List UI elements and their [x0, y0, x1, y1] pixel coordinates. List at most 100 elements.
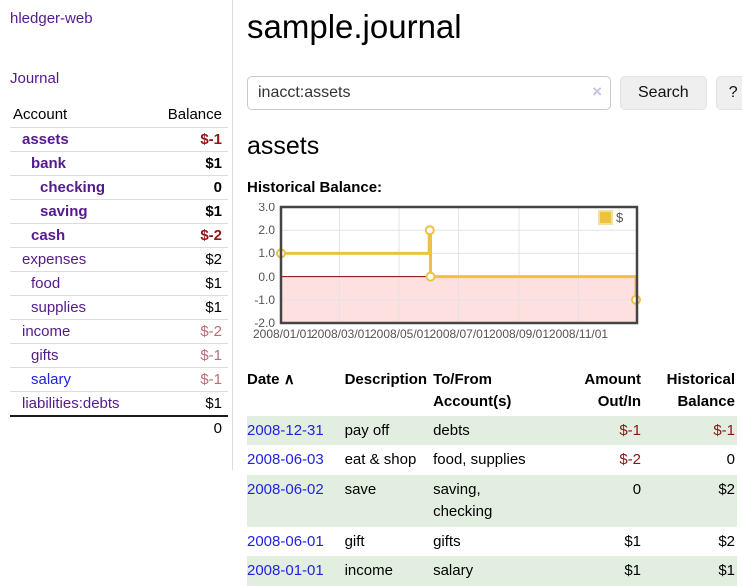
table-row: cash $-2 [10, 223, 228, 248]
transaction-accounts: debts [433, 421, 470, 439]
register-header-date: Date ∧ [247, 371, 295, 388]
table-row: 2008-12-31 pay off debts $-1 $-1 [247, 415, 737, 446]
svg-text:2008/09/01: 2008/09/01 [489, 327, 549, 341]
transaction-accounts: food, supplies [433, 451, 526, 469]
table-row: supplies $1 [10, 295, 228, 320]
table-row: 2008-06-03 eat & shop food, supplies $-2… [247, 445, 737, 475]
account-balance: 0 [148, 175, 228, 200]
transaction-accounts: saving, checking [433, 481, 493, 520]
sidebar-account-salary[interactable]: salary [31, 371, 72, 388]
transaction-date-link[interactable]: 2008-06-03 [247, 451, 324, 469]
transaction-amount: $-2 [619, 451, 642, 469]
table-row: expenses $2 [10, 247, 228, 272]
sidebar-item-journal[interactable]: Journal [10, 70, 60, 87]
chart-border [279, 205, 639, 325]
register-header-row: Date ∧ Description To/From Account(s) Am… [247, 366, 737, 416]
transaction-description: income [344, 562, 393, 580]
transaction-accounts: gifts [433, 532, 461, 550]
register-header-accounts: To/From Account(s) [433, 371, 512, 410]
clear-search-icon[interactable]: × [592, 82, 602, 101]
transaction-balance: $2 [718, 532, 735, 550]
balance-chart: $ 3.0 2.0 1.0 0.0 -1.0 -2.0 2008/01/01 2… [253, 200, 641, 341]
svg-text:-1.0: -1.0 [254, 293, 275, 307]
account-balance: $1 [148, 151, 228, 176]
svg-text:2008/07/01: 2008/07/01 [429, 327, 489, 341]
register-header-balance: Historical Balance [666, 371, 735, 410]
register-table: Date ∧ Description To/From Account(s) Am… [247, 366, 737, 586]
svg-text:-2.0: -2.0 [254, 316, 275, 330]
table-row: food $1 [10, 271, 228, 296]
transaction-description: gift [344, 532, 365, 550]
table-row: 2008-01-01 income salary $1 $1 [247, 556, 737, 586]
sidebar: hledger-web Journal Account Balance asse… [0, 0, 233, 470]
svg-text:0.0: 0.0 [258, 270, 275, 284]
table-row: income $-2 [10, 319, 228, 344]
account-balance: $-1 [148, 127, 228, 152]
accounts-header-account: Account [13, 106, 68, 123]
sidebar-account-food[interactable]: food [31, 275, 61, 292]
account-balance: $2 [148, 247, 228, 272]
sidebar-account-assets[interactable]: assets [22, 131, 69, 148]
sidebar-account-cash[interactable]: cash [31, 227, 66, 244]
sidebar-account-bank[interactable]: bank [31, 155, 67, 172]
table-row: checking 0 [10, 175, 228, 200]
help-button[interactable]: ? [715, 76, 742, 110]
transaction-description: save [344, 481, 377, 498]
accounts-total-value: 0 [148, 415, 228, 440]
legend-label: $ [616, 210, 624, 225]
transaction-description: pay off [344, 421, 390, 439]
register-header-amount: Amount Out/In [584, 371, 642, 410]
table-row: assets $-1 [10, 127, 228, 152]
transaction-balance: 0 [726, 451, 735, 469]
sidebar-account-checking[interactable]: checking [40, 179, 106, 196]
transaction-amount: $1 [624, 532, 642, 550]
register-header-description: Description [344, 371, 428, 388]
sidebar-account-income[interactable]: income [22, 323, 71, 340]
table-row: salary $-1 [10, 367, 228, 392]
transaction-amount: $-1 [619, 421, 642, 439]
search-button[interactable]: Search [620, 76, 707, 110]
transaction-balance: $1 [718, 562, 735, 580]
table-row: liabilities:debts $1 [10, 391, 228, 416]
account-balance: $-1 [148, 367, 228, 392]
transaction-amount: 0 [632, 481, 642, 498]
accounts-header-balance: Balance [167, 106, 222, 123]
accounts-table: Account Balance assets $-1 bank $1 check… [10, 103, 228, 440]
x-axis-labels: 2008/01/01 2008/03/01 2008/05/01 2008/07… [253, 327, 608, 341]
svg-text:2008/05/01: 2008/05/01 [370, 327, 430, 341]
svg-text:3.0: 3.0 [258, 203, 275, 214]
transaction-date-link[interactable]: 2008-06-01 [247, 532, 324, 550]
page-title: sample.journal [247, 8, 462, 45]
svg-text:2008/03/01: 2008/03/01 [311, 327, 371, 341]
transaction-date-link[interactable]: 2008-01-01 [247, 562, 324, 580]
account-balance: $-1 [148, 343, 228, 368]
brand-link[interactable]: hledger-web [10, 10, 93, 27]
transaction-date-link[interactable]: 2008-12-31 [247, 421, 324, 439]
main-content: sample.journal × Search ? assets Histori… [233, 0, 742, 586]
sidebar-account-saving[interactable]: saving [40, 203, 88, 220]
svg-text:1.0: 1.0 [258, 246, 275, 260]
legend-swatch [598, 210, 613, 225]
svg-text:2.0: 2.0 [258, 223, 275, 237]
svg-text:2008/11/01: 2008/11/01 [549, 327, 608, 341]
accounts-header-row: Account Balance [10, 103, 228, 128]
transaction-description: eat & shop [344, 451, 417, 469]
search-input[interactable] [247, 76, 611, 110]
account-balance: $-2 [148, 223, 228, 248]
transaction-amount: $1 [624, 562, 642, 580]
sidebar-account-supplies[interactable]: supplies [31, 299, 87, 316]
transaction-date-link[interactable]: 2008-06-02 [247, 481, 324, 498]
chart-legend: $ [598, 210, 624, 225]
sidebar-account-liabilities-debts[interactable]: liabilities:debts [22, 395, 120, 412]
y-axis-labels: 3.0 2.0 1.0 0.0 -1.0 -2.0 [254, 200, 275, 330]
chart-title: Historical Balance: [247, 179, 383, 196]
sidebar-account-expenses[interactable]: expenses [22, 251, 87, 268]
sort-ascending-icon: ∧ [283, 371, 295, 388]
table-row: 2008-06-02 save saving, checking 0 $2 [247, 475, 737, 527]
sidebar-account-gifts[interactable]: gifts [31, 347, 59, 364]
accounts-total-row: 0 [10, 415, 228, 440]
transaction-accounts: salary [433, 562, 474, 580]
search-form: × Search ? [247, 76, 742, 110]
account-heading: assets [247, 132, 320, 160]
